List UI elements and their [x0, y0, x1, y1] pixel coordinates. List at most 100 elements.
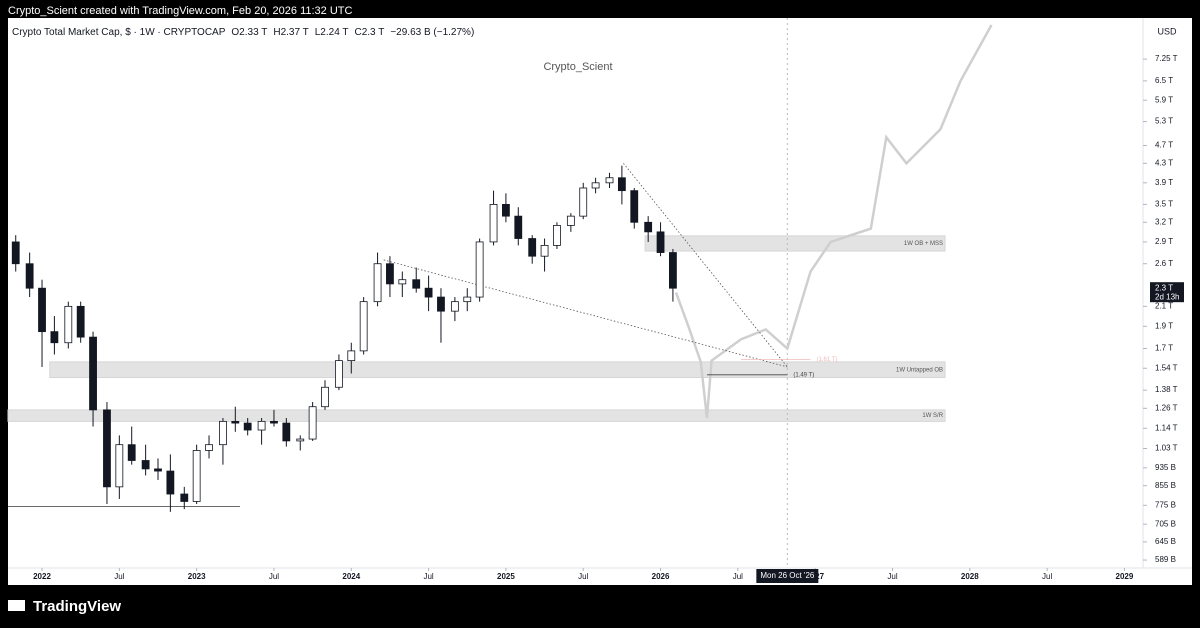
y-tick-label: 7.25 T	[1155, 54, 1178, 63]
candle-body	[630, 190, 639, 223]
y-tick-label: 855 B	[1155, 481, 1176, 490]
open: O2.33 T	[231, 27, 267, 38]
annotation-label: (1.61 T)	[817, 357, 838, 363]
candle-body	[270, 420, 278, 424]
y-tick-label: 1.9 T	[1155, 321, 1173, 330]
candle-body	[103, 409, 111, 488]
candle-body	[141, 460, 150, 470]
x-tick-label: Jul	[114, 572, 124, 581]
x-tick-label: 2025	[497, 572, 515, 581]
candle-body	[127, 444, 136, 461]
candle-body	[540, 245, 549, 257]
zone-label: 1W OB + MSS	[904, 241, 943, 247]
y-tick-label: 935 B	[1155, 463, 1176, 472]
attribution: Crypto_Scient created with TradingView.c…	[8, 5, 352, 17]
candle-body	[89, 336, 97, 411]
candle-body	[424, 287, 433, 298]
candle-body	[489, 204, 498, 243]
y-tick-label: 705 B	[1155, 519, 1176, 528]
candle-body	[219, 420, 227, 446]
candle-body	[669, 252, 677, 289]
price-label-bg	[1150, 282, 1184, 303]
candle-body	[115, 444, 124, 488]
candle-body	[321, 386, 329, 408]
candle-body	[25, 263, 34, 289]
y-tick-label: 1.7 T	[1155, 344, 1173, 353]
y-tick-label: 2.9 T	[1155, 237, 1173, 246]
candle-body	[11, 241, 20, 265]
y-tick-label: 1.14 T	[1155, 423, 1178, 432]
x-tick-label: Jul	[887, 572, 897, 581]
crosshair-label-bg	[756, 569, 819, 583]
x-tick-label: Jul	[733, 572, 743, 581]
candle-body	[205, 444, 213, 451]
candle-body	[64, 305, 73, 344]
zone	[7, 409, 946, 422]
x-tick-label: Jul	[269, 572, 279, 581]
y-tick-label: 1.38 T	[1155, 385, 1178, 394]
y-tick-label: 6.5 T	[1155, 76, 1173, 85]
y-tick-label: 645 B	[1155, 537, 1176, 546]
candle-body	[528, 238, 537, 257]
y-tick-label: 4.3 T	[1155, 158, 1173, 167]
low: L2.24 T	[315, 27, 349, 38]
watermark: Crypto_Scient	[543, 61, 612, 73]
annotation-label: (1.49 T)	[793, 372, 814, 378]
price-label: 2.3 T	[1155, 283, 1173, 292]
symbol: Crypto Total Market Cap, $ · 1W · CRYPTO…	[12, 27, 226, 38]
candle-body	[373, 263, 382, 303]
candle-body	[514, 215, 523, 239]
close: C2.3 T	[354, 27, 384, 38]
y-tick-label: 3.9 T	[1155, 178, 1173, 187]
candle-body	[463, 296, 472, 303]
candle-body	[644, 221, 653, 233]
legend: Crypto Total Market Cap, $ · 1W · CRYPTO…	[12, 27, 474, 38]
candle-body	[296, 438, 305, 442]
candle-body	[180, 493, 189, 502]
zone-label: 1W S/R	[922, 413, 943, 419]
y-tick-label: 1.54 T	[1155, 363, 1178, 372]
candle-body	[605, 177, 614, 184]
high: H2.37 T	[273, 27, 308, 38]
currency: USD	[1157, 26, 1177, 36]
candle-body	[347, 350, 356, 362]
zone	[49, 361, 946, 379]
candle-body	[282, 422, 291, 442]
candle-body	[566, 215, 575, 226]
candle-body	[308, 406, 317, 440]
x-tick-label: Jul	[423, 572, 433, 581]
candle-body	[412, 279, 421, 289]
y-tick-label: 3.5 T	[1155, 200, 1173, 209]
y-tick-label: 2.1 T	[1155, 301, 1173, 310]
zone-label: 1W Untapped OB	[896, 367, 943, 373]
y-tick-label: 775 B	[1155, 500, 1176, 509]
candle-body	[656, 231, 665, 253]
zone	[644, 235, 946, 252]
logo	[8, 600, 25, 611]
trendline	[623, 163, 788, 368]
candle-body	[553, 225, 561, 246]
candle-body	[398, 279, 407, 285]
x-tick-label: Jul	[1042, 572, 1052, 581]
price-countdown: 2d 13h	[1155, 292, 1179, 301]
brand: TradingView	[33, 598, 121, 615]
x-tick-label: 2026	[652, 572, 670, 581]
y-tick-label: 4.7 T	[1155, 141, 1173, 150]
candle-body	[475, 241, 484, 298]
x-tick-label: 2023	[188, 572, 206, 581]
y-tick-label: 1.03 T	[1155, 444, 1178, 453]
candle-body	[437, 296, 445, 312]
candle-body	[591, 182, 600, 189]
x-tick-label: 2028	[961, 572, 979, 581]
y-tick-label: 2.6 T	[1155, 259, 1173, 268]
y-tick-label: 589 B	[1155, 555, 1176, 564]
candle-body	[192, 450, 201, 502]
candle-body	[76, 305, 85, 338]
candle-body	[386, 263, 394, 285]
x-tick-label: 2024	[342, 572, 360, 581]
x-tick-label: 2022	[33, 572, 51, 581]
candle-body	[166, 470, 175, 495]
candle-body	[154, 468, 162, 472]
